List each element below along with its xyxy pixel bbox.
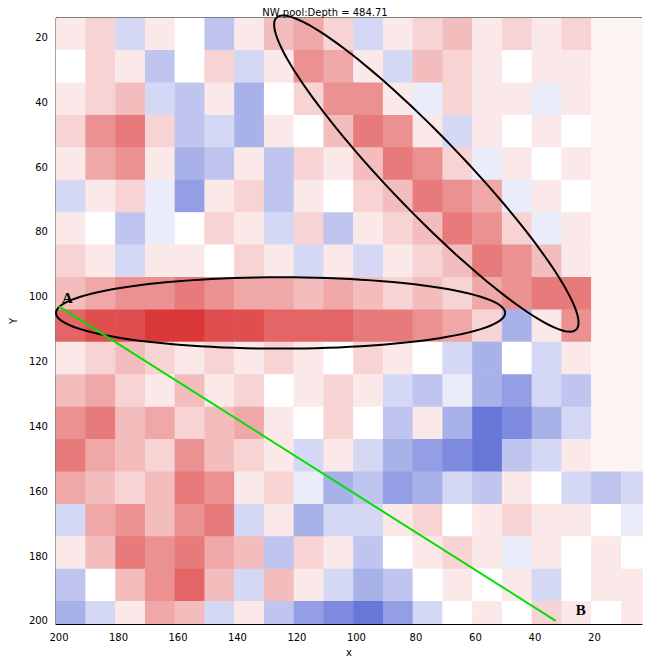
svg-text:120: 120 [29, 356, 48, 367]
svg-text:80: 80 [35, 226, 48, 237]
svg-text:x: x [346, 647, 352, 658]
svg-text:60: 60 [469, 632, 482, 643]
svg-text:40: 40 [529, 632, 542, 643]
svg-text:60: 60 [35, 162, 48, 173]
svg-text:180: 180 [109, 632, 128, 643]
svg-text:B: B [576, 602, 586, 618]
svg-text:120: 120 [287, 632, 306, 643]
svg-text:20: 20 [35, 32, 48, 43]
svg-text:180: 180 [29, 551, 48, 562]
svg-text:200: 200 [29, 615, 48, 626]
svg-text:140: 140 [29, 421, 48, 432]
svg-text:NW pool:Depth = 484.71: NW pool:Depth = 484.71 [262, 7, 387, 18]
svg-text:100: 100 [29, 291, 48, 302]
svg-text:A: A [62, 290, 73, 306]
svg-text:200: 200 [49, 632, 68, 643]
svg-text:Y: Y [8, 317, 19, 325]
svg-text:20: 20 [588, 632, 601, 643]
svg-text:160: 160 [168, 632, 187, 643]
svg-text:100: 100 [347, 632, 366, 643]
svg-text:40: 40 [35, 97, 48, 108]
svg-text:80: 80 [410, 632, 423, 643]
svg-text:140: 140 [228, 632, 247, 643]
svg-text:160: 160 [29, 486, 48, 497]
